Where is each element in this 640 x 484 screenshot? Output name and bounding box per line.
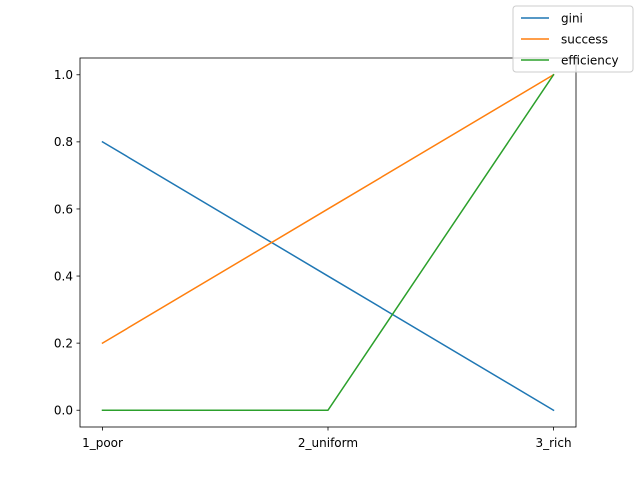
- y-tick-label: 0.0: [54, 404, 73, 418]
- y-tick-label: 0.4: [54, 269, 73, 283]
- legend-label-efficiency: efficiency: [561, 53, 619, 67]
- x-tick-label: 2_uniform: [298, 436, 358, 450]
- x-tick-label: 3_rich: [535, 436, 571, 450]
- y-tick-label: 0.2: [54, 336, 73, 350]
- y-tick-label: 0.6: [54, 202, 73, 216]
- series-lines: [101, 73, 555, 412]
- x-axis: 1_poor 2_uniform 3_rich: [82, 427, 572, 450]
- legend: gini success efficiency: [512, 5, 634, 73]
- series-line-efficiency: [101, 73, 555, 411]
- legend-frame: [512, 5, 634, 73]
- plot-area: [79, 57, 577, 428]
- legend-label-gini: gini: [561, 11, 583, 25]
- legend-label-success: success: [561, 32, 608, 46]
- x-tick-label: 1_poor: [82, 436, 123, 450]
- y-tick-label: 1.0: [54, 68, 73, 82]
- y-tick-label: 0.8: [54, 135, 73, 149]
- y-axis: 0.0 0.2 0.4 0.6 0.8 1.0: [54, 68, 80, 418]
- series-line-success: [101, 73, 555, 345]
- series-line-gini: [101, 140, 555, 412]
